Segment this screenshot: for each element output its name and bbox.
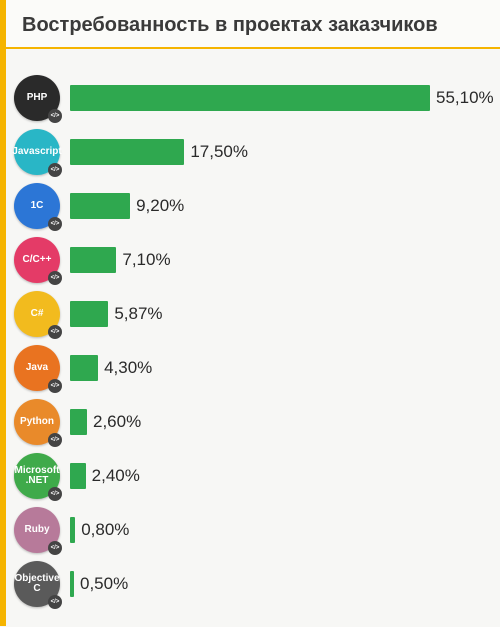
chart-row: Objective C 0,50% <box>14 563 486 605</box>
language-badge: Microsoft .NET <box>14 453 60 499</box>
bar <box>70 355 98 381</box>
bar-value: 5,87% <box>114 304 162 324</box>
bar <box>70 409 87 435</box>
language-badge: 1C <box>14 183 60 229</box>
bar-value: 2,40% <box>92 466 140 486</box>
bar <box>70 139 184 165</box>
bar-wrap: 9,20% <box>70 193 486 219</box>
language-badge: Javascript <box>14 129 60 175</box>
chart-row: C# 5,87% <box>14 293 486 335</box>
chart-row: 1C 9,20% <box>14 185 486 227</box>
bar-value: 7,10% <box>122 250 170 270</box>
bar-value: 0,50% <box>80 574 128 594</box>
bar-value: 0,80% <box>81 520 129 540</box>
bar <box>70 85 430 111</box>
language-badge: Ruby <box>14 507 60 553</box>
bar-wrap: 0,50% <box>70 571 486 597</box>
bar <box>70 517 75 543</box>
accent-stripe <box>0 0 6 626</box>
bar-value: 4,30% <box>104 358 152 378</box>
bar <box>70 571 74 597</box>
language-badge: Objective C <box>14 561 60 607</box>
bar-wrap: 0,80% <box>70 517 486 543</box>
language-badge: Python <box>14 399 60 445</box>
chart-row: PHP55,10% <box>14 77 486 119</box>
bar <box>70 301 108 327</box>
language-badge: PHP <box>14 75 60 121</box>
bar <box>70 193 130 219</box>
bar-wrap: 4,30% <box>70 355 486 381</box>
language-badge: C/C++ <box>14 237 60 283</box>
bar-value: 9,20% <box>136 196 184 216</box>
chart-title: Востребованность в проектах заказчиков <box>22 14 484 37</box>
bar-value: 17,50% <box>190 142 248 162</box>
chart-row: Python 2,60% <box>14 401 486 443</box>
bar-wrap: 2,60% <box>70 409 486 435</box>
chart-row: Javascript 17,50% <box>14 131 486 173</box>
chart-row: Java 4,30% <box>14 347 486 389</box>
chart-row: Microsoft .NET 2,40% <box>14 455 486 497</box>
bar-wrap: 17,50% <box>70 139 486 165</box>
bar-wrap: 55,10% <box>70 85 494 111</box>
chart-row: Ruby 0,80% <box>14 509 486 551</box>
bar <box>70 247 116 273</box>
bar-value: 2,60% <box>93 412 141 432</box>
bar-chart: PHP55,10%Javascript17,50%1C9,20%C/C++7,1… <box>0 49 500 627</box>
chart-header: Востребованность в проектах заказчиков <box>0 0 500 49</box>
chart-row: C/C++ 7,10% <box>14 239 486 281</box>
bar-value: 55,10% <box>436 88 494 108</box>
bar-wrap: 5,87% <box>70 301 486 327</box>
bar <box>70 463 86 489</box>
language-badge: C# <box>14 291 60 337</box>
bar-wrap: 2,40% <box>70 463 486 489</box>
bar-wrap: 7,10% <box>70 247 486 273</box>
language-badge: Java <box>14 345 60 391</box>
